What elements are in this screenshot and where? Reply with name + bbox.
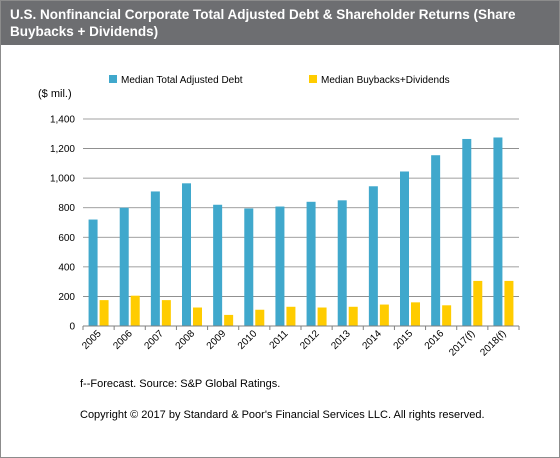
y-tick-label: 0	[69, 322, 75, 333]
footnote: f--Forecast. Source: S&P Global Ratings.	[80, 378, 281, 390]
bars	[88, 137, 514, 326]
title-bar: U.S. Nonfinancial Corporate Total Adjust…	[1, 1, 559, 45]
y-axis-unit-label: ($ mil.)	[38, 88, 72, 100]
bar-buybacks	[224, 314, 234, 326]
bar-buybacks	[193, 307, 202, 326]
x-tick-label: 2007	[142, 328, 166, 352]
bar-buybacks	[411, 302, 420, 326]
x-tick-label: 2015	[392, 328, 416, 352]
bar-buybacks	[379, 304, 389, 326]
bar-buybacks	[504, 280, 514, 326]
legend-label-debt: Median Total Adjusted Debt	[121, 75, 243, 86]
bar-debt	[462, 138, 472, 326]
y-tick-label: 1,200	[50, 144, 75, 155]
bar-buybacks	[161, 300, 171, 326]
legend: Median Total Adjusted Debt Median Buybac…	[109, 75, 450, 86]
x-tick-label: 2010	[236, 328, 260, 352]
bar-debt	[244, 208, 254, 326]
x-tick-label: 2008	[174, 328, 198, 352]
y-tick-label: 1,000	[50, 174, 75, 185]
bar-buybacks	[130, 295, 140, 326]
bar-buybacks	[473, 280, 483, 326]
bar-debt	[275, 206, 285, 326]
bar-buybacks	[286, 306, 296, 326]
bar-debt	[306, 201, 316, 326]
x-tick-label: 2018(f)	[478, 328, 508, 358]
x-tick-label: 2014	[360, 328, 384, 352]
y-tick-label: 200	[58, 292, 75, 303]
bar-buybacks	[348, 306, 358, 326]
x-tick-label: 2012	[298, 328, 322, 352]
bar-debt	[213, 204, 223, 326]
x-tick-label: 2011	[268, 328, 291, 351]
bar-buybacks	[317, 307, 327, 326]
chart-svg: Median Total Adjusted Debt Median Buybac…	[38, 75, 520, 359]
bar-debt	[493, 137, 503, 326]
bar-debt	[337, 200, 347, 326]
bar-debt	[88, 219, 98, 326]
x-tick-label: 2016	[423, 328, 447, 352]
bar-debt	[182, 183, 191, 326]
bar-buybacks	[442, 305, 452, 326]
bar-debt	[431, 155, 441, 326]
legend-label-buybacks: Median Buybacks+Dividends	[321, 75, 450, 86]
x-tick-label: 2017(f)	[447, 328, 477, 358]
x-tick-label: 2013	[329, 328, 353, 352]
legend-swatch-debt	[109, 75, 117, 83]
bar-buybacks	[255, 309, 265, 326]
copyright: Copyright © 2017 by Standard & Poor's Fi…	[80, 409, 485, 421]
x-axis-ticks: 2005 2006 2007 2008 2009 2010 2011 2012 2013 2014…	[80, 326, 520, 359]
gridlines	[83, 118, 519, 297]
legend-swatch-buybacks	[309, 75, 317, 83]
bar-debt	[119, 207, 129, 326]
y-tick-label: 800	[58, 203, 75, 214]
x-tick-label: 2006	[111, 328, 135, 352]
bar-debt	[400, 171, 409, 326]
bar-debt	[368, 186, 378, 326]
y-axis-ticks: 0 200 400 600 800 1,000 1,200 1,400	[50, 115, 75, 333]
y-tick-label: 400	[58, 262, 75, 273]
y-tick-label: 1,400	[50, 115, 75, 126]
bar-debt	[150, 191, 160, 326]
chart-title: U.S. Nonfinancial Corporate Total Adjust…	[10, 7, 516, 39]
bar-buybacks	[99, 300, 109, 326]
y-tick-label: 600	[58, 233, 75, 244]
x-tick-label: 2009	[205, 328, 229, 352]
x-tick-label: 2005	[80, 328, 104, 352]
